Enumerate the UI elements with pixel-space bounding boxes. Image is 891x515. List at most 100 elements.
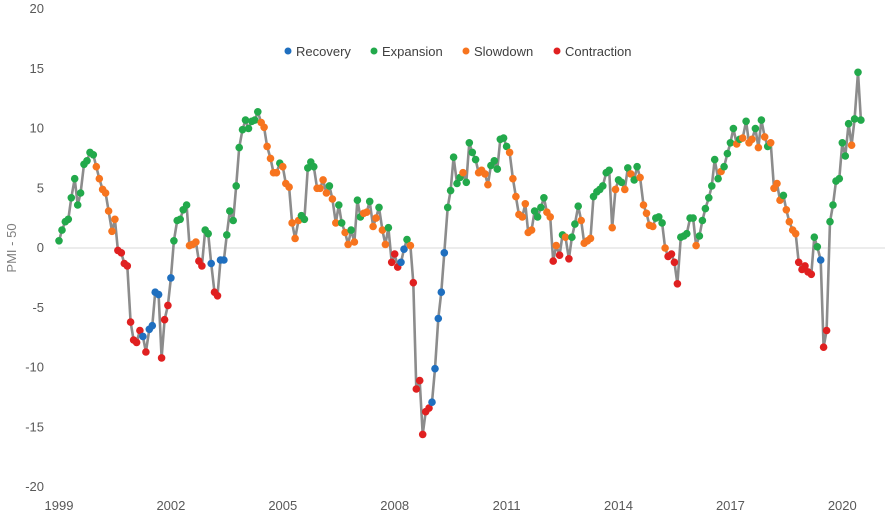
y-tick-label: -15 [25, 419, 44, 434]
data-point [428, 398, 436, 407]
x-tick-label: 2002 [156, 498, 185, 513]
data-point [64, 215, 73, 224]
data-point [692, 241, 700, 250]
data-point [683, 229, 691, 238]
data-point [67, 194, 76, 202]
data-point [176, 215, 184, 224]
data-point [723, 149, 732, 158]
data-point [434, 314, 443, 323]
data-point [493, 165, 502, 173]
data-point [369, 222, 377, 231]
data-point [381, 240, 390, 249]
data-point [378, 226, 387, 234]
data-point [440, 249, 449, 257]
data-point [742, 117, 750, 126]
data-point [288, 219, 296, 227]
data-point [720, 162, 728, 171]
data-point [649, 222, 657, 231]
data-point [108, 227, 116, 236]
data-point [160, 315, 169, 324]
x-axis-ticks: 1999 2002 2005 2008 2011 2014 2017 2020 [45, 498, 857, 513]
data-point [561, 233, 570, 241]
data-point [627, 170, 635, 178]
data-point [505, 148, 514, 157]
data-point [633, 162, 641, 171]
data-point [670, 258, 679, 267]
data-point [397, 258, 405, 267]
data-point [499, 134, 508, 142]
data-point [344, 240, 352, 249]
data-point [555, 251, 564, 259]
data-point [468, 148, 477, 157]
x-tick-label: 2008 [380, 498, 409, 513]
data-point [655, 213, 663, 221]
data-point [350, 238, 359, 246]
data-point [372, 214, 380, 222]
data-point [437, 288, 446, 297]
data-point [608, 223, 616, 232]
data-point [829, 201, 837, 209]
data-point [157, 354, 166, 362]
data-point [540, 194, 548, 202]
data-point [586, 234, 595, 243]
data-point [471, 155, 480, 164]
data-point [708, 182, 716, 190]
y-tick-label: -5 [32, 300, 44, 315]
data-point [89, 151, 98, 159]
data-point [484, 180, 492, 189]
data-point [136, 326, 144, 335]
x-tick-label: 2020 [828, 498, 857, 513]
data-point [337, 219, 346, 227]
data-point [695, 232, 704, 240]
data-point [521, 200, 530, 208]
legend-marker [462, 47, 470, 55]
data-point [425, 404, 433, 412]
data-point [658, 219, 666, 227]
data-point [384, 223, 393, 232]
data-point [418, 430, 427, 439]
data-point [726, 139, 735, 147]
data-point [751, 124, 760, 133]
data-point [801, 262, 809, 270]
data-point [117, 249, 126, 257]
legend-marker [370, 47, 378, 55]
data-point [754, 143, 763, 152]
data-point [58, 226, 66, 234]
data-point [642, 209, 651, 218]
data-point [223, 231, 231, 239]
data-point [235, 143, 243, 152]
data-point [698, 216, 707, 225]
legend-marker [284, 47, 292, 55]
data-point [304, 164, 312, 172]
y-tick-label: 0 [37, 240, 44, 255]
data-point [226, 207, 234, 215]
data-point [55, 237, 63, 245]
data-point [207, 259, 215, 268]
data-point [446, 186, 455, 195]
y-tick-label: 5 [37, 180, 44, 195]
data-point [779, 191, 788, 200]
data-point [630, 176, 638, 184]
data-point [213, 292, 222, 300]
data-point [132, 338, 141, 347]
data-point [387, 258, 396, 267]
data-point [748, 135, 756, 144]
data-point [807, 270, 816, 279]
data-point [232, 182, 240, 190]
data-point [142, 348, 150, 356]
x-tick-label: 2014 [604, 498, 633, 513]
data-point [791, 229, 800, 238]
data-point [714, 174, 722, 183]
data-point [73, 201, 82, 209]
legend-label: Contraction [565, 44, 631, 59]
data-point [353, 196, 362, 204]
data-point [170, 237, 178, 245]
data-point [552, 241, 560, 250]
data-point [83, 157, 91, 165]
data-point [490, 157, 499, 165]
data-point [599, 182, 607, 190]
data-point [263, 142, 271, 151]
data-point [220, 256, 228, 264]
data-point [546, 213, 554, 221]
